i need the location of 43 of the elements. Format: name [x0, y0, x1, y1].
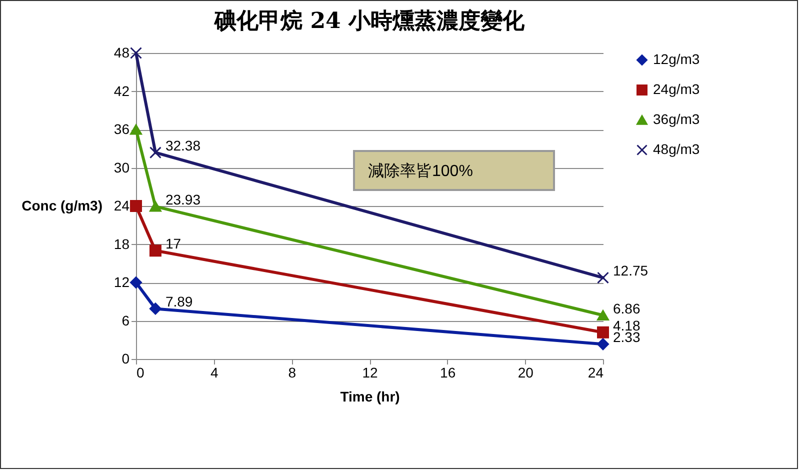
data-label: 6.86	[613, 300, 640, 316]
y-tick-label: 48	[114, 44, 130, 60]
point	[597, 338, 609, 350]
legend-label: 24g/m3	[653, 81, 700, 97]
y-tick-label: 42	[114, 82, 130, 99]
x-tick-label: 16	[440, 364, 456, 380]
x-axis-title: Time (hr)	[340, 388, 400, 404]
data-label: 12.75	[613, 262, 648, 279]
data-label: 17	[165, 236, 182, 252]
data-label: 23.93	[165, 191, 201, 208]
x-tick-label: 24	[588, 364, 604, 380]
y-tick-label: 18	[114, 236, 130, 252]
point	[597, 326, 609, 338]
point	[597, 310, 609, 321]
data-label: 7.89	[165, 294, 193, 310]
x-tick-label: 0	[136, 364, 144, 380]
annotation: 減除率皆100%	[368, 162, 473, 180]
y-tick-label: 0	[122, 350, 130, 366]
point	[597, 272, 609, 284]
point	[149, 244, 162, 257]
x-tick-label: 4	[210, 364, 218, 380]
y-tick-label: 36	[114, 121, 130, 137]
data-label: 32.38	[165, 138, 201, 154]
point	[149, 302, 162, 315]
chart-title: 碘化甲烷 24 小時燻蒸濃度變化	[214, 8, 526, 34]
point	[130, 276, 142, 288]
point	[130, 200, 142, 212]
point	[130, 47, 142, 59]
point	[130, 124, 142, 135]
y-tick-label: 6	[122, 312, 130, 328]
x-tick-label: 8	[288, 364, 296, 380]
legend-label: 48g/m3	[653, 141, 700, 157]
legend-label: 12g/m3	[653, 51, 700, 67]
legend-label: 36g/m3	[653, 111, 700, 127]
y-tick-label: 24	[114, 198, 130, 214]
x-tick-label: 12	[362, 364, 378, 380]
x-tick-label: 20	[518, 364, 534, 380]
y-tick-label: 30	[114, 159, 130, 176]
y-tick-label: 12	[114, 274, 130, 290]
point	[149, 146, 162, 159]
point	[149, 201, 162, 212]
data-label: 4.18	[613, 317, 640, 334]
y-axis-title: Conc (g/m3)	[22, 198, 102, 214]
